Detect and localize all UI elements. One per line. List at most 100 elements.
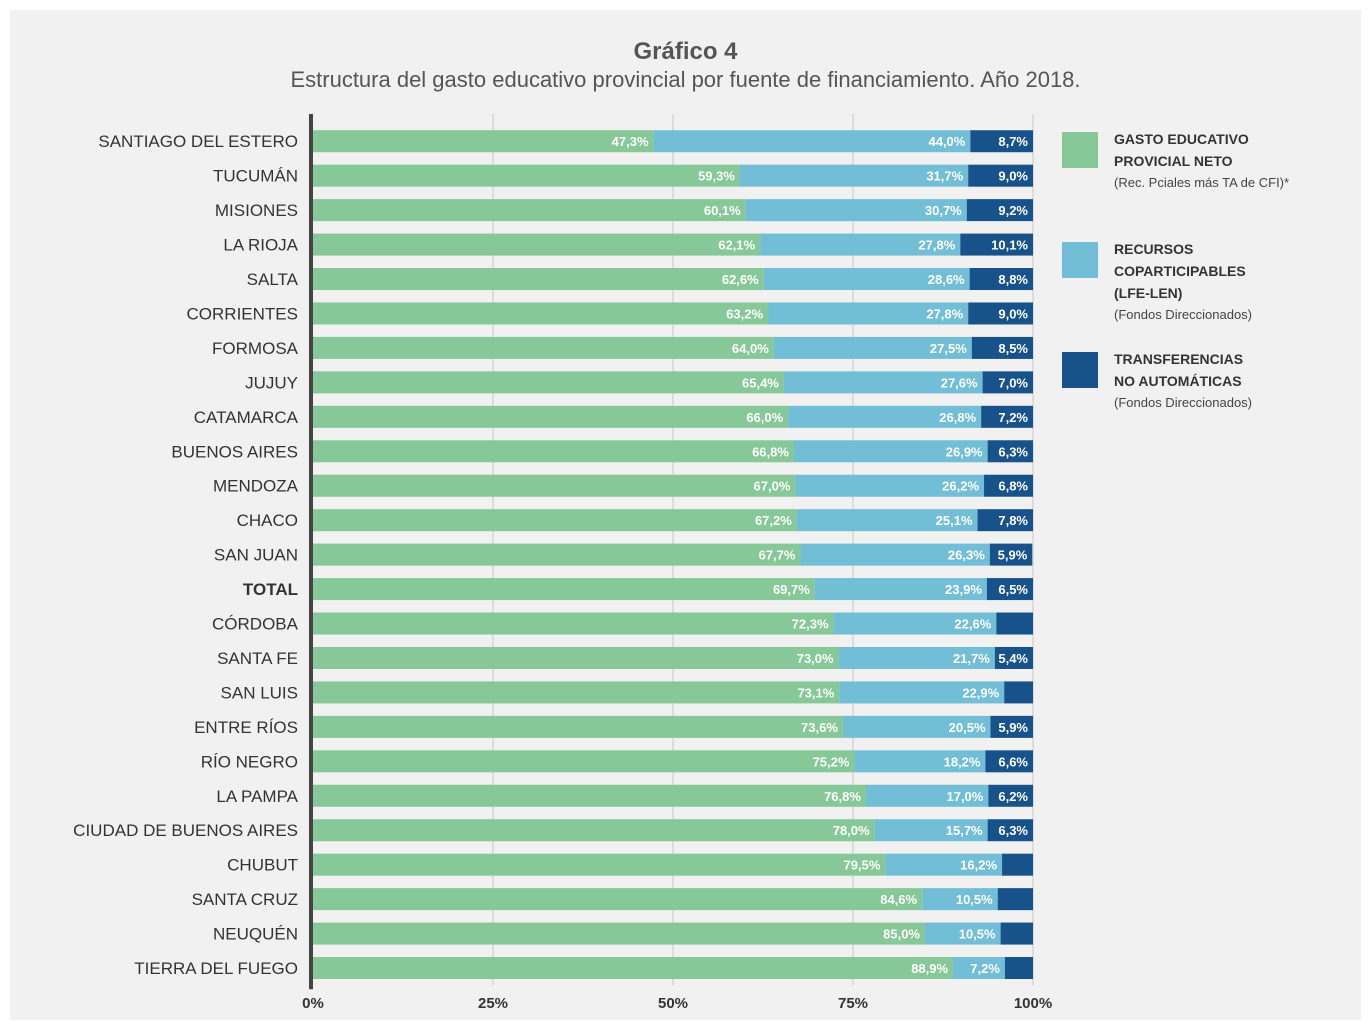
x-tick-label: 25% — [478, 995, 508, 1012]
bar-coparticipables — [788, 405, 982, 428]
bar-neto — [313, 336, 774, 359]
value-label-neto: 76,8% — [824, 789, 861, 804]
value-label-neto: 85,0% — [883, 927, 920, 942]
value-label-neto: 66,8% — [752, 444, 789, 459]
category-label: CATAMARCA — [194, 408, 299, 427]
bar-coparticipables — [925, 922, 1001, 945]
bar-coparticipables — [854, 750, 986, 773]
bar-coparticipables — [800, 543, 990, 566]
chart-title: Gráfico 4 — [633, 38, 738, 65]
bar-transferencias — [990, 715, 1033, 738]
category-label: FORMOSA — [212, 339, 299, 358]
value-label-coparticipables: 17,0% — [946, 789, 983, 804]
category-label: SAN JUAN — [214, 546, 298, 565]
category-label: CHACO — [237, 511, 298, 530]
bar-transferencias — [966, 199, 1033, 222]
category-label: BUENOS AIRES — [171, 442, 298, 461]
category-label: RÍO NEGRO — [201, 752, 298, 771]
bar-coparticipables — [838, 646, 995, 669]
bar-coparticipables — [874, 819, 988, 842]
bar-coparticipables — [739, 164, 969, 187]
bar-transferencias — [996, 612, 1033, 635]
value-label-neto: 73,0% — [797, 651, 834, 666]
value-label-coparticipables: 30,7% — [925, 203, 962, 218]
value-label-coparticipables: 25,1% — [936, 513, 973, 528]
bar-transferencias — [997, 888, 1033, 911]
bar-neto — [313, 922, 925, 945]
bar-neto — [313, 543, 801, 566]
bar-coparticipables — [653, 130, 971, 153]
value-label-coparticipables: 10,5% — [959, 927, 996, 942]
category-label: CHUBUT — [227, 856, 298, 875]
legend-swatch-neto — [1062, 132, 1098, 168]
bar-neto — [313, 888, 923, 911]
legend-item-coparticipables: RECURSOS COPARTICIPABLES (LFE-LEN) (Fond… — [1062, 238, 1362, 348]
value-label-transferencias: 5,9% — [998, 720, 1028, 735]
value-label-coparticipables: 26,8% — [939, 410, 976, 425]
bar-coparticipables — [796, 509, 978, 532]
bar-transferencias — [988, 784, 1033, 807]
value-label-coparticipables: 44,0% — [928, 134, 965, 149]
value-label-neto: 64,0% — [732, 341, 769, 356]
value-label-coparticipables: 27,6% — [941, 375, 978, 390]
value-label-neto: 67,2% — [755, 513, 792, 528]
value-label-neto: 63,2% — [726, 306, 763, 321]
bar-neto — [313, 268, 764, 291]
bar-neto — [313, 784, 866, 807]
bar-neto — [313, 612, 834, 635]
value-label-coparticipables: 26,2% — [942, 479, 979, 494]
value-label-neto: 73,1% — [797, 685, 834, 700]
bar-coparticipables — [922, 888, 998, 911]
bar-transferencias — [985, 750, 1033, 773]
bar-transferencias — [968, 302, 1033, 325]
value-label-transferencias: 6,3% — [998, 444, 1028, 459]
legend-swatch-transferencias — [1062, 352, 1098, 388]
category-label: LA RIOJA — [223, 236, 298, 255]
value-label-transferencias: 5,9% — [998, 548, 1028, 563]
value-label-coparticipables: 27,8% — [926, 306, 963, 321]
value-label-coparticipables: 22,6% — [954, 617, 991, 632]
value-label-coparticipables: 18,2% — [944, 754, 981, 769]
bar-neto — [313, 509, 797, 532]
value-label-coparticipables: 28,6% — [928, 272, 965, 287]
bar-neto — [313, 819, 875, 842]
value-label-neto: 47,3% — [612, 134, 649, 149]
bar-transferencias — [1000, 922, 1033, 945]
value-label-coparticipables: 31,7% — [926, 169, 963, 184]
value-label-coparticipables: 26,9% — [946, 444, 983, 459]
bar-transferencias — [982, 371, 1033, 394]
value-label-neto: 66,0% — [746, 410, 783, 425]
category-label: TUCUMÁN — [213, 167, 298, 186]
value-label-transferencias: 6,2% — [998, 789, 1028, 804]
bar-coparticipables — [793, 440, 988, 463]
bar-neto — [313, 474, 796, 497]
legend-note-neto: (Rec. Pciales más TA de CFI)* — [1114, 175, 1290, 190]
bar-transferencias — [987, 819, 1033, 842]
category-label: TIERRA DEL FUEGO — [134, 959, 298, 978]
legend-note-transferencias: (Fondos Direccionados) — [1114, 395, 1253, 410]
value-label-transferencias: 8,8% — [998, 272, 1028, 287]
bar-neto — [313, 440, 794, 463]
value-label-neto: 72,3% — [792, 617, 829, 632]
value-label-coparticipables: 27,5% — [930, 341, 967, 356]
bar-coparticipables — [760, 233, 961, 256]
bar-neto — [313, 130, 654, 153]
category-label: LA PAMPA — [216, 787, 298, 806]
bar-transferencias — [987, 440, 1033, 463]
bar-neto — [313, 578, 815, 601]
legend-name-neto: GASTO EDUCATIVO PROVICIAL NETO — [1114, 131, 1249, 169]
value-label-neto: 69,7% — [773, 582, 810, 597]
bar-neto — [313, 853, 886, 876]
legend: GASTO EDUCATIVO PROVICIAL NETO (Rec. Pci… — [1062, 128, 1362, 458]
bar-transferencias — [1002, 853, 1033, 876]
x-tick-label: 75% — [838, 995, 868, 1012]
x-tick-label: 0% — [302, 995, 324, 1012]
category-label: JUJUY — [245, 373, 298, 392]
category-label: CORRIENTES — [187, 304, 298, 323]
value-label-transferencias: 7,0% — [998, 375, 1028, 390]
bar-coparticipables — [783, 371, 983, 394]
value-label-neto: 67,0% — [754, 479, 791, 494]
value-label-neto: 75,2% — [813, 754, 850, 769]
value-label-coparticipables: 10,5% — [956, 892, 993, 907]
